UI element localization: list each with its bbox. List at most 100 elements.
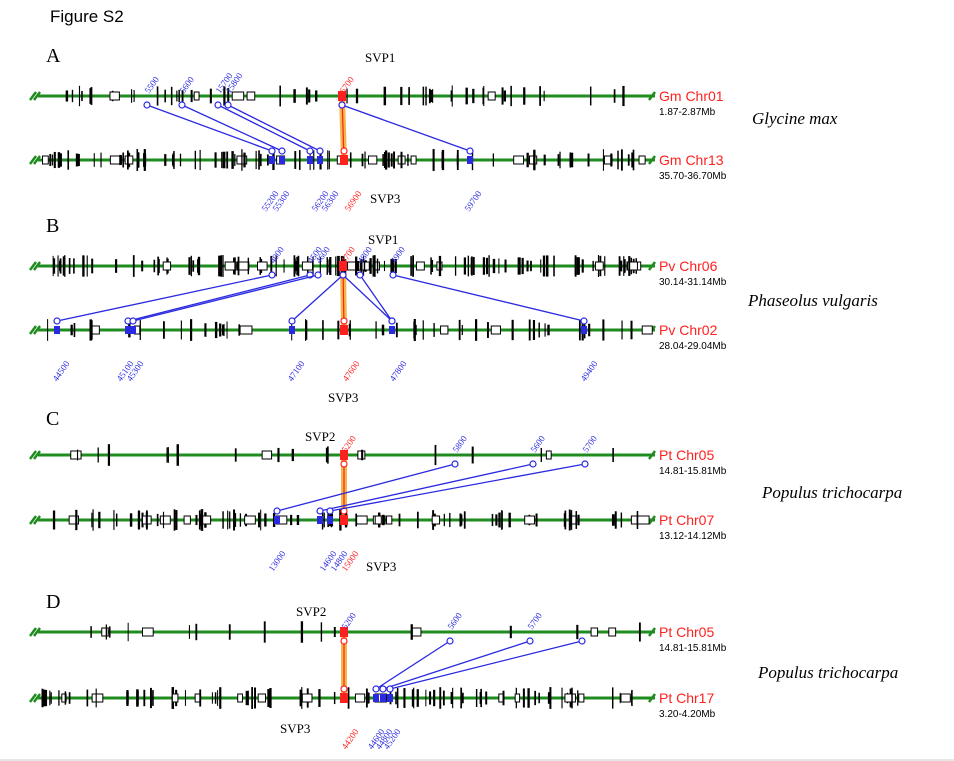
bottom-chromosome-range: 28.04-29.04Mb — [659, 341, 727, 352]
anchor-marker — [389, 271, 397, 279]
gene-id-label: 56900 — [342, 189, 363, 214]
svp-gene-bottom — [340, 325, 348, 335]
synteny-link — [389, 640, 583, 690]
synteny-link — [375, 640, 451, 690]
anchor-marker — [580, 317, 588, 325]
anchor-marker — [288, 317, 296, 325]
top-chromosome-name: Pt Chr05 — [659, 447, 714, 463]
panel-c: Pt Chr05 14.81-15.81Mb Pt Chr07 13.12-14.12… — [29, 408, 902, 574]
top-chromosome-genes — [90, 621, 641, 643]
gene-block — [529, 155, 538, 165]
syntenic-gene — [274, 516, 280, 524]
gene-block — [411, 627, 422, 637]
svp-gene-top — [339, 261, 347, 271]
panels-layer: Gm Chr01 1.87-2.87Mb Gm Chr13 35.70-36.70Mb… — [29, 45, 902, 751]
anchor-marker — [278, 147, 286, 155]
gene-block — [42, 155, 49, 165]
anchor-marker — [578, 637, 586, 645]
anchor-marker — [178, 101, 186, 109]
gene-block — [578, 693, 585, 703]
top-gene-name: SVP2 — [296, 604, 326, 619]
gene-block — [91, 325, 100, 335]
anchor-marker — [340, 460, 348, 468]
gene-block — [70, 450, 82, 460]
synteny-link — [329, 463, 586, 512]
species-name: Phaseolus vulgaris — [747, 291, 878, 310]
anchor-marker — [466, 147, 474, 155]
syntenic-gene — [387, 694, 393, 702]
bottom-chromosome-genes — [52, 509, 650, 531]
gene-id-label: 47600 — [340, 359, 361, 384]
bottom-chromosome-genes — [47, 319, 653, 341]
anchor-marker — [529, 460, 537, 468]
top-chromosome-name: Gm Chr01 — [659, 88, 724, 104]
synteny-link — [127, 274, 311, 322]
anchor-marker — [224, 101, 232, 109]
bottom-chromosome-break-icon — [29, 515, 41, 525]
gene-block — [564, 693, 576, 703]
anchor-marker — [446, 637, 454, 645]
anchor-marker — [340, 317, 348, 325]
gene-block — [594, 261, 604, 271]
panel-letter: B — [46, 215, 59, 237]
anchor-marker — [316, 507, 324, 515]
anchor-marker — [273, 507, 281, 515]
gene-block — [68, 515, 80, 525]
syntenic-gene — [289, 326, 295, 334]
anchor-marker — [316, 147, 324, 155]
anchor-marker — [339, 271, 347, 279]
bottom-chromosome-range: 13.12-14.12Mb — [659, 531, 727, 542]
gene-id-label: 5200 — [339, 610, 358, 631]
anchor-marker — [526, 637, 534, 645]
synteny-link — [382, 640, 531, 690]
gene-id-label: 5500 — [142, 74, 161, 95]
anchor-marker — [451, 460, 459, 468]
top-gene-name: SVP2 — [305, 429, 335, 444]
synteny-link — [146, 104, 273, 152]
gene-block — [224, 261, 237, 271]
syntenic-gene — [327, 516, 333, 524]
syntenic-gene — [269, 156, 275, 164]
svp-gene-bottom — [340, 515, 348, 525]
gene-block — [410, 155, 417, 165]
syntenic-gene — [389, 326, 395, 334]
gene-block — [431, 515, 441, 525]
synteny-link — [319, 463, 534, 512]
gene-block — [641, 325, 653, 335]
synteny-link — [227, 104, 321, 152]
anchor-marker — [314, 271, 322, 279]
gene-id-label: 6700 — [337, 74, 356, 95]
gene-id-label: 4900 — [388, 244, 407, 265]
anchor-marker — [306, 147, 314, 155]
gene-block — [141, 627, 154, 637]
gene-block — [440, 325, 449, 335]
bottom-chromosome-break-icon — [29, 325, 41, 335]
gene-block — [193, 91, 200, 101]
synteny-link — [56, 274, 273, 322]
top-gene-name: SVP1 — [368, 232, 398, 247]
synteny-link — [276, 463, 456, 512]
gene-id-label: 47800 — [387, 359, 408, 384]
syntenic-gene — [373, 694, 379, 702]
gene-block — [109, 91, 120, 101]
gene-block — [356, 515, 368, 525]
syntenic-gene — [467, 156, 473, 164]
panel-b: Pv Chr06 30.14-31.14Mb Pv Chr02 28.04-29.04… — [29, 215, 878, 405]
gene-block — [257, 693, 266, 703]
gene-block — [513, 155, 525, 165]
gene-block — [637, 515, 650, 525]
gene-block — [638, 155, 646, 165]
top-chromosome-end-break-icon — [648, 450, 656, 460]
syntenic-gene — [130, 326, 136, 334]
bottom-chromosome-genes — [42, 149, 646, 171]
gene-id-label: 47100 — [285, 359, 306, 384]
svp-gene-top — [340, 627, 348, 637]
gene-block — [590, 627, 599, 637]
gene-id-label: 5200 — [339, 433, 358, 454]
syntenic-gene — [317, 156, 323, 164]
gene-id-label: 5700 — [525, 610, 544, 631]
gene-id-label: 44500 — [50, 359, 71, 384]
syntenic-gene — [125, 326, 131, 334]
gene-block — [231, 91, 245, 101]
